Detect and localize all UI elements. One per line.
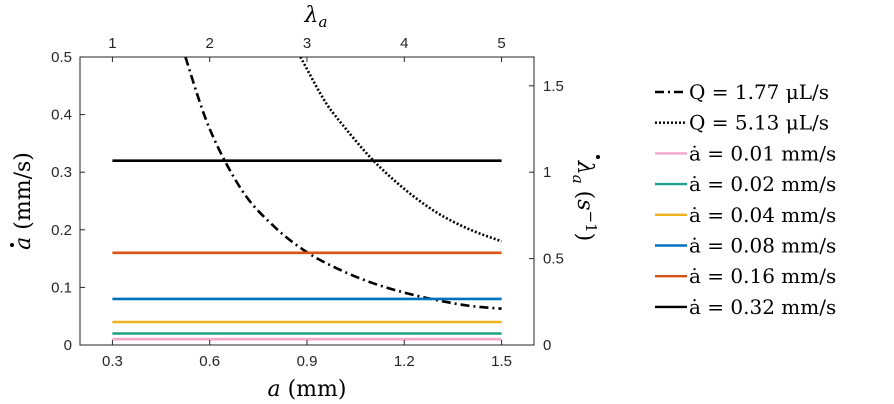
y-tick-label: 0.3 [51, 164, 72, 181]
right-tick-label: 0.5 [543, 251, 564, 268]
legend-label-2: Q = 5.13 μL/s [689, 111, 829, 135]
legend-label-4: ȧ = 0.02 mm/s [689, 172, 836, 196]
legend: Q = 1.77 μL/s Q = 5.13 μL/s ȧ = 0.01 mm/s ȧ… [655, 80, 836, 319]
series-line-1 [184, 57, 502, 311]
y-tick-label: 0 [64, 337, 72, 354]
right-tick-label: 1.5 [543, 78, 564, 95]
legend-label-7: ȧ = 0.16 mm/s [689, 264, 836, 288]
x-tick-label: 1.5 [491, 353, 512, 370]
legend-label-8: ȧ = 0.32 mm/s [689, 295, 836, 319]
y-axis-label: a (mm/s) [10, 152, 36, 250]
top-tick-label: 1 [108, 35, 116, 52]
legend-label-1: Q = 1.77 μL/s [689, 80, 829, 104]
legend-label-5: ȧ = 0.04 mm/s [689, 203, 836, 227]
x-tick-label: 0.9 [297, 353, 318, 370]
series-line-2 [299, 57, 503, 243]
y-tick-label: 0.2 [51, 222, 72, 239]
svg-text:λa (s−1): λa (s−1) [569, 160, 600, 242]
right-axis-label-dot [596, 155, 600, 159]
svg-text:a (mm/s): a (mm/s) [11, 152, 36, 250]
x-tick-label: 0.3 [102, 353, 123, 370]
y-axis-label-dot [10, 243, 14, 247]
x-tick-label: 1.2 [394, 353, 415, 370]
legend-label-6: ȧ = 0.08 mm/s [689, 234, 836, 258]
top-axis-label: λa [304, 3, 328, 31]
plot-area [80, 57, 534, 345]
top-tick-label: 3 [303, 35, 311, 52]
right-tick-label: 1 [543, 164, 551, 181]
x-tick-label: 0.6 [199, 353, 220, 370]
y-tick-label: 0.1 [51, 279, 72, 296]
x-axis-label: a (mm) [267, 377, 346, 402]
top-tick-label: 5 [497, 35, 505, 52]
right-axis-label: λa (s−1) [569, 155, 600, 241]
y-tick-label: 0.4 [51, 107, 72, 124]
right-tick-label: 0 [543, 337, 551, 354]
legend-label-3: ȧ = 0.01 mm/s [689, 141, 836, 165]
top-tick-label: 4 [400, 35, 408, 52]
top-tick-label: 2 [206, 35, 214, 52]
y-tick-label: 0.5 [51, 49, 72, 66]
